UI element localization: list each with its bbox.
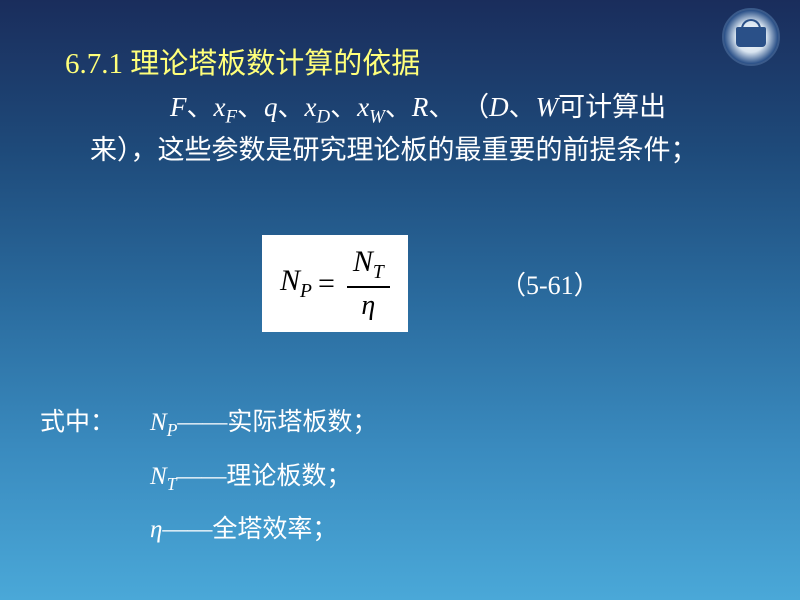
num-symbol: N bbox=[353, 245, 373, 278]
university-logo bbox=[722, 8, 780, 66]
definition-item: NP——实际塔板数； bbox=[150, 410, 377, 440]
num-subscript: T bbox=[373, 262, 384, 283]
fraction-denominator: η bbox=[355, 288, 381, 322]
equals-sign: = bbox=[318, 267, 335, 301]
lhs-subscript: P bbox=[300, 281, 312, 302]
formula-box: NP = NT η bbox=[262, 235, 408, 332]
formula-fraction: NT η bbox=[347, 245, 390, 322]
intro-paragraph: F、xF、q、xD、xW、R、 （D、W可计算出来），这些参数是研究理论板的最重… bbox=[90, 88, 710, 170]
definitions-label: 式中： bbox=[40, 410, 115, 435]
fraction-numerator: NT bbox=[347, 245, 390, 286]
lhs-symbol: N bbox=[280, 264, 300, 297]
logo-book-icon bbox=[736, 27, 766, 47]
definition-item: η——全塔效率； bbox=[150, 517, 377, 542]
formula-lhs: NP bbox=[280, 264, 312, 303]
formula-equation: NP = NT η bbox=[280, 245, 390, 322]
slide-heading: 6.7.1 理论塔板数计算的依据 bbox=[65, 40, 420, 82]
definitions-list: NP——实际塔板数； NT——理论板数； η——全塔效率； bbox=[150, 410, 377, 566]
definition-item: NT——理论板数； bbox=[150, 464, 377, 494]
equation-reference: （5-61） bbox=[500, 265, 600, 302]
